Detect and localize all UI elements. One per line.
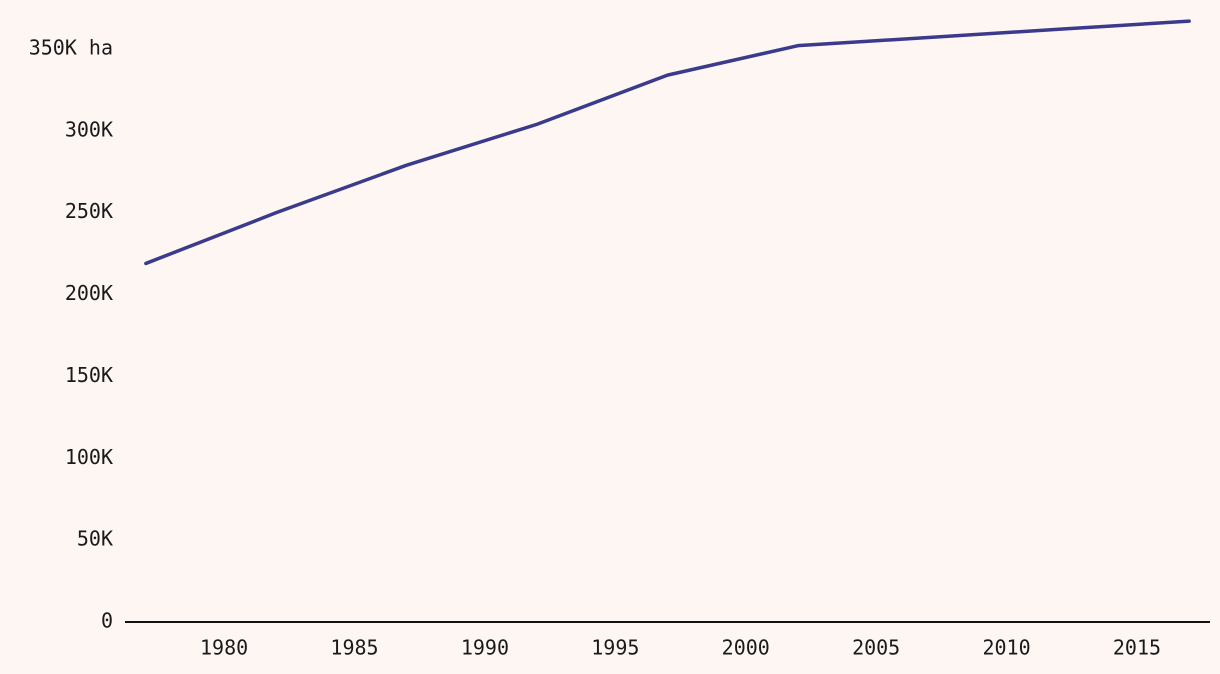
x-tick-label: 1990: [461, 636, 509, 660]
x-tick-label: 1980: [200, 636, 248, 660]
y-tick-label: 350K ha: [29, 35, 113, 59]
y-tick-label: 200K: [65, 281, 113, 305]
data-line: [144, 19, 1191, 266]
y-tick-label: 100K: [65, 445, 113, 469]
y-tick-label: 50K: [77, 527, 113, 551]
x-tick-label: 2005: [852, 636, 900, 660]
x-tick-label: 2010: [982, 636, 1030, 660]
x-tick-label: 1995: [591, 636, 639, 660]
y-tick-label: 0: [101, 609, 113, 633]
y-tick-label: 300K: [65, 117, 113, 141]
x-tick-label: 1985: [330, 636, 378, 660]
x-tick-label: 2015: [1113, 636, 1161, 660]
y-tick-label: 150K: [65, 363, 113, 387]
y-tick-label: 250K: [65, 199, 113, 223]
x-tick-label: 2000: [722, 636, 770, 660]
